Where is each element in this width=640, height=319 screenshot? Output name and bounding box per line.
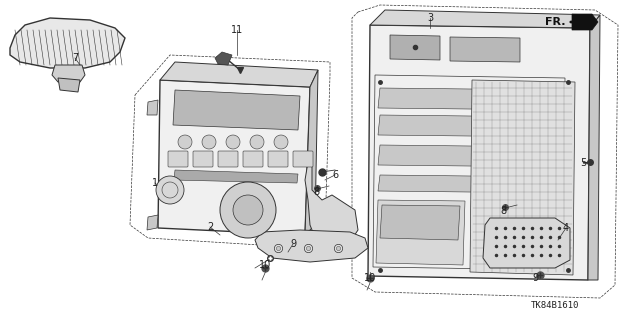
Polygon shape (215, 52, 232, 65)
Text: 6: 6 (332, 170, 338, 180)
Polygon shape (470, 80, 575, 275)
Text: 5: 5 (580, 158, 586, 168)
Polygon shape (378, 175, 560, 193)
Polygon shape (160, 62, 318, 87)
Circle shape (220, 182, 276, 238)
Polygon shape (370, 10, 600, 28)
Polygon shape (572, 14, 598, 30)
Polygon shape (376, 200, 465, 265)
Polygon shape (483, 218, 570, 268)
Polygon shape (158, 80, 310, 235)
Polygon shape (174, 170, 298, 183)
Text: 1: 1 (152, 178, 158, 188)
Polygon shape (390, 35, 440, 60)
Text: TK84B1610: TK84B1610 (531, 300, 579, 309)
Text: 2: 2 (207, 222, 213, 232)
FancyBboxPatch shape (218, 151, 238, 167)
Polygon shape (588, 15, 600, 280)
Text: 3: 3 (427, 13, 433, 23)
Text: 8: 8 (500, 206, 506, 216)
Polygon shape (368, 25, 590, 280)
Circle shape (233, 195, 263, 225)
FancyBboxPatch shape (243, 151, 263, 167)
Text: 8: 8 (313, 187, 319, 197)
Text: 7: 7 (72, 53, 78, 63)
FancyBboxPatch shape (293, 151, 313, 167)
Text: 10: 10 (364, 273, 376, 283)
Polygon shape (255, 230, 368, 262)
Text: 9: 9 (290, 239, 296, 249)
Circle shape (250, 135, 264, 149)
Polygon shape (173, 90, 300, 130)
Text: 4: 4 (563, 223, 569, 233)
Polygon shape (380, 205, 460, 240)
Polygon shape (378, 88, 560, 110)
Text: 11: 11 (231, 25, 243, 35)
Circle shape (274, 135, 288, 149)
Polygon shape (378, 145, 560, 167)
FancyBboxPatch shape (168, 151, 188, 167)
Polygon shape (10, 18, 125, 68)
Polygon shape (52, 65, 85, 82)
Polygon shape (305, 162, 358, 248)
Polygon shape (450, 37, 520, 62)
Text: 10: 10 (259, 260, 271, 270)
Polygon shape (378, 115, 560, 137)
FancyBboxPatch shape (268, 151, 288, 167)
Polygon shape (147, 100, 158, 115)
Polygon shape (305, 70, 318, 235)
Polygon shape (58, 78, 80, 92)
Text: 9: 9 (532, 273, 538, 283)
Circle shape (178, 135, 192, 149)
Circle shape (202, 135, 216, 149)
Polygon shape (147, 215, 158, 230)
FancyBboxPatch shape (193, 151, 213, 167)
Circle shape (226, 135, 240, 149)
Text: FR.: FR. (545, 17, 565, 27)
Circle shape (156, 176, 184, 204)
